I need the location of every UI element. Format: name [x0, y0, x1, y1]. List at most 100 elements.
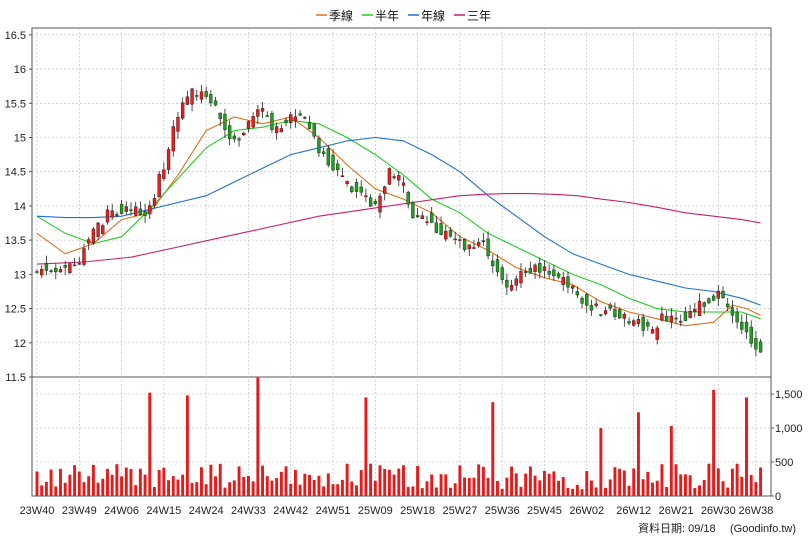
- price-tick-label: 13: [14, 269, 26, 281]
- candle-up: [176, 116, 180, 132]
- volume-bar: [59, 468, 62, 496]
- volume-bar: [721, 481, 725, 496]
- volume-bar: [223, 487, 227, 496]
- candle-down: [664, 316, 669, 322]
- legend: 季線 半年 年線 三年: [316, 8, 491, 23]
- time-tick-label: 23W40: [20, 505, 55, 517]
- volume-bar: [275, 478, 279, 496]
- volume-bar: [566, 487, 570, 496]
- candle-up: [378, 195, 382, 213]
- candle-up: [561, 277, 565, 285]
- volume-bar: [430, 474, 434, 496]
- grid-lines: [32, 28, 771, 496]
- candle-down: [730, 307, 735, 316]
- volume-bar: [373, 480, 377, 496]
- candle-down: [754, 338, 758, 350]
- volume-bar: [575, 484, 579, 496]
- volume-bar: [505, 477, 509, 496]
- candle-up: [68, 263, 72, 274]
- volume-bar: [641, 479, 645, 496]
- volume-bar: [87, 476, 91, 496]
- volume-bar: [557, 480, 561, 496]
- candle-down: [331, 154, 335, 171]
- volume-bar: [679, 474, 683, 496]
- volume-bar: [651, 482, 654, 496]
- volume-bar: [101, 478, 105, 496]
- candle-up: [397, 175, 401, 181]
- volume-bar: [336, 484, 340, 496]
- volume-bar: [110, 474, 114, 496]
- candle-up: [345, 181, 349, 185]
- candle-down: [585, 294, 589, 306]
- candle-up: [467, 244, 471, 250]
- moving-average-lines: [36, 116, 761, 327]
- candle-up: [679, 320, 683, 323]
- time-tick-label: 26W12: [616, 505, 651, 517]
- time-tick-label: 26W02: [569, 505, 604, 517]
- candle-up: [622, 313, 626, 319]
- volume-bar: [730, 468, 734, 496]
- volume-bar: [148, 392, 152, 496]
- candle-down: [350, 186, 354, 192]
- volume-tick-label: 1,000: [775, 423, 803, 435]
- volume-bar: [171, 476, 175, 496]
- volume-bar: [298, 484, 302, 496]
- candle-up: [40, 269, 44, 276]
- legend-item-half-year: 半年: [362, 9, 399, 23]
- volume-bar: [434, 487, 438, 496]
- candle-down: [589, 305, 594, 311]
- candle-up: [303, 117, 307, 119]
- volume-bar: [486, 477, 490, 496]
- volume-bar: [124, 467, 128, 496]
- candle-up: [251, 116, 255, 128]
- candle-up: [279, 128, 283, 133]
- volume-bar: [472, 477, 476, 496]
- candle-down: [538, 263, 542, 273]
- candle-up: [636, 319, 641, 324]
- volume-bar: [599, 428, 603, 496]
- candle-up: [514, 278, 518, 286]
- volume-bar: [153, 487, 156, 496]
- legend-item-quarter: 季線: [316, 8, 353, 23]
- volume-bar: [355, 485, 358, 496]
- candle-down: [44, 263, 49, 271]
- volume-bar: [120, 476, 124, 496]
- candle-down: [453, 238, 457, 241]
- volume-bar: [331, 484, 335, 496]
- candle-up: [420, 215, 424, 219]
- price-axis: 11.5 12 12.5 13 13.5 14 14.5 15 15.5 16 16.5: [5, 30, 32, 384]
- candle-down: [711, 295, 716, 301]
- volume-bar: [378, 465, 382, 496]
- candle-up: [655, 327, 659, 340]
- volume-bar: [232, 480, 236, 496]
- legend-item-year: 年線: [408, 8, 445, 23]
- volume-bar: [749, 474, 753, 496]
- candle-up: [162, 169, 166, 179]
- candle-down: [359, 186, 363, 193]
- volume-bar: [303, 473, 307, 496]
- volume-bar: [345, 463, 349, 496]
- candle-down: [758, 341, 763, 353]
- ma-line-1: [36, 119, 761, 320]
- price-tick-label: 16: [14, 64, 26, 76]
- candle-up: [542, 266, 547, 271]
- price-tick-label: 12.5: [5, 304, 26, 316]
- candle-up: [364, 195, 368, 197]
- volume-bar: [350, 481, 354, 496]
- candle-up: [274, 126, 279, 134]
- volume-bar: [289, 483, 293, 496]
- candle-down: [575, 291, 580, 296]
- candle-up: [444, 230, 448, 240]
- volume-bar: [416, 465, 420, 496]
- candle-up: [105, 209, 110, 223]
- volume-bar: [402, 465, 405, 496]
- candle-up: [458, 239, 462, 241]
- volume-bar: [754, 482, 758, 496]
- volume-bar: [439, 474, 443, 496]
- candle-up: [401, 182, 406, 186]
- volume-bar: [693, 487, 697, 496]
- candle-up: [82, 248, 86, 265]
- volume-bar: [698, 485, 701, 496]
- candle-down: [307, 122, 312, 129]
